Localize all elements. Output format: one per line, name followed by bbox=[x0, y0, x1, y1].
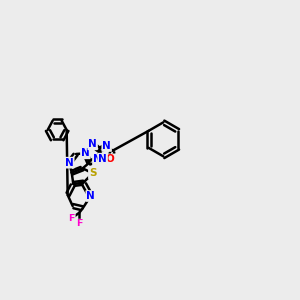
Text: F: F bbox=[76, 220, 83, 229]
Text: O: O bbox=[106, 154, 114, 164]
Text: F: F bbox=[68, 214, 75, 223]
Text: N: N bbox=[86, 191, 95, 201]
Text: N: N bbox=[93, 154, 102, 164]
Text: N: N bbox=[98, 154, 107, 164]
Text: N: N bbox=[102, 141, 111, 151]
Text: N: N bbox=[88, 139, 97, 149]
Text: N: N bbox=[65, 158, 74, 168]
Text: N: N bbox=[81, 148, 90, 158]
Text: S: S bbox=[89, 168, 96, 178]
